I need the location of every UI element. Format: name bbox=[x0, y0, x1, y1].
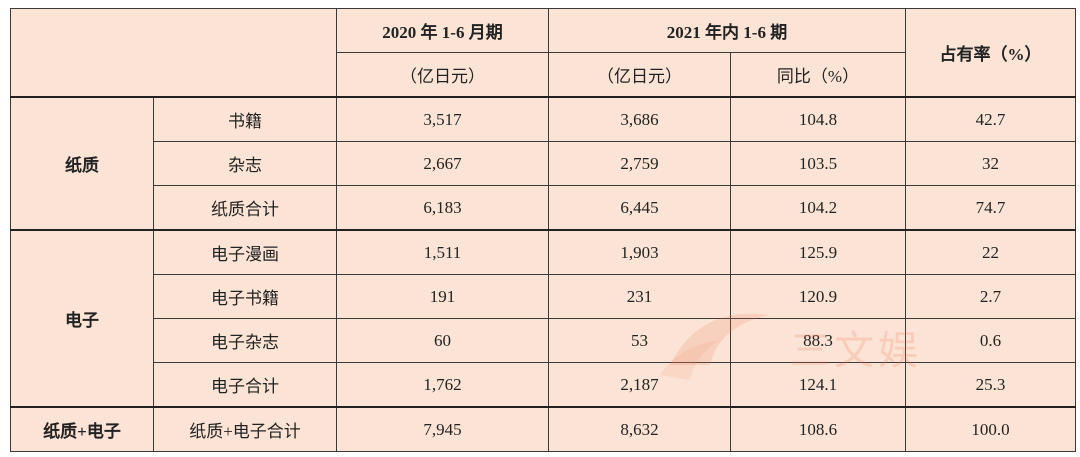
table-row: 纸质 书籍 3,517 3,686 104.8 42.7 bbox=[10, 96, 1077, 231]
data-cell: 103.5 bbox=[729, 141, 907, 186]
table-row: 电子书籍 191 231 120.9 2.7 bbox=[11, 274, 1077, 319]
header-cell: 2020 年 1-6 月期 bbox=[336, 8, 549, 53]
data-cell: 22 bbox=[905, 229, 1077, 275]
data-table: 2020 年 1-6 月期 2021 年内 1-6 期占有率（%） （亿日元） （亿日… bbox=[10, 8, 1077, 452]
header-cell: （亿日元） bbox=[336, 52, 549, 98]
data-cell: 231 bbox=[548, 274, 731, 319]
data-cell: 2,759 bbox=[548, 141, 731, 186]
watermark-logo bbox=[660, 313, 770, 380]
group-label: 纸质 bbox=[10, 96, 154, 231]
row-label: 电子书籍 bbox=[153, 274, 337, 319]
row-label: 书籍 bbox=[153, 96, 337, 142]
data-cell: 3,517 bbox=[336, 96, 549, 142]
data-cell: 7,945 bbox=[336, 406, 549, 452]
data-cell: 104.2 bbox=[729, 185, 907, 231]
data-cell: 2,667 bbox=[336, 141, 549, 186]
data-cell: 6,183 bbox=[336, 185, 549, 231]
table-row: 纸质合计 6,183 6,445 104.2 74.7 bbox=[11, 185, 1077, 231]
data-cell: 191 bbox=[336, 274, 549, 319]
data-cell: 104.8 bbox=[729, 96, 907, 142]
data-cell: 125.9 bbox=[729, 229, 907, 275]
table-row: 杂志 2,667 2,759 103.5 32 bbox=[11, 141, 1077, 186]
data-cell: 42.7 bbox=[905, 96, 1077, 142]
row-label: 纸质合计 bbox=[153, 185, 337, 231]
header-cell: （亿日元） bbox=[548, 52, 731, 98]
row-label: 电子杂志 bbox=[153, 318, 337, 363]
data-cell: 2.7 bbox=[905, 274, 1077, 319]
data-cell: 100.0 bbox=[905, 406, 1077, 452]
data-cell: 74.7 bbox=[905, 185, 1077, 231]
row-label: 纸质+电子合计 bbox=[153, 406, 337, 452]
data-cell: 25.3 bbox=[905, 362, 1077, 408]
table-row: 纸质+电子 纸质+电子合计 7,945 8,632 108.6 100.0 bbox=[10, 406, 1077, 452]
table-row: 2020 年 1-6 月期 2021 年内 1-6 期占有率（%） bbox=[10, 8, 1077, 98]
data-cell: 3,686 bbox=[548, 96, 731, 142]
data-cell: 60 bbox=[336, 318, 549, 363]
data-cell: 8,632 bbox=[548, 406, 731, 452]
data-cell: 6,445 bbox=[548, 185, 731, 231]
header-cell: 占有率（%） bbox=[905, 8, 1077, 98]
data-cell: 124.1 bbox=[729, 362, 907, 408]
data-cell: 32 bbox=[905, 141, 1077, 186]
table-row: 电子 电子漫画 1,511 1,903 125.9 22 bbox=[10, 229, 1077, 408]
data-cell: 120.9 bbox=[729, 274, 907, 319]
data-cell: 1,511 bbox=[336, 229, 549, 275]
row-label: 电子合计 bbox=[153, 362, 337, 408]
group-label: 电子 bbox=[10, 229, 154, 408]
data-cell: 108.6 bbox=[729, 406, 907, 452]
data-cell: 88.3 bbox=[729, 318, 907, 363]
table-row: （亿日元） （亿日元） 同比（%） bbox=[11, 52, 1076, 98]
data-cell: 1,903 bbox=[548, 229, 731, 275]
header-blank bbox=[10, 8, 337, 98]
data-cell: 1,762 bbox=[336, 362, 549, 408]
header-cell: 2021 年内 1-6 期 bbox=[547, 8, 907, 53]
data-cell: 0.6 bbox=[905, 318, 1077, 363]
table-row: 电子杂志 60 53 88.3 0.6 bbox=[11, 318, 1077, 363]
header-cell: 同比（%） bbox=[729, 52, 907, 98]
data-cell: 2,187 bbox=[548, 362, 731, 408]
group-label: 纸质+电子 bbox=[10, 406, 154, 452]
table-row: 电子合计 1,762 2,187 124.1 25.3 bbox=[11, 362, 1077, 408]
watermark: 三文娱 bbox=[790, 328, 922, 374]
data-cell: 53 bbox=[548, 318, 731, 363]
row-label: 杂志 bbox=[153, 141, 337, 186]
row-label: 电子漫画 bbox=[153, 229, 337, 275]
